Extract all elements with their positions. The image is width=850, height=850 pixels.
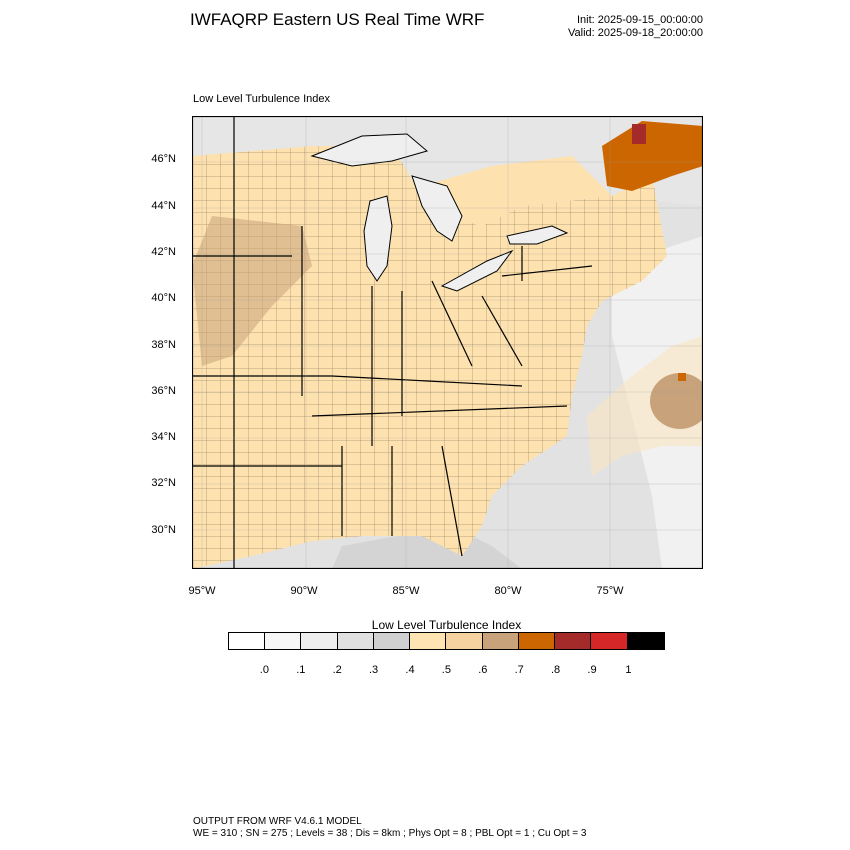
colorbar-swatch (337, 633, 374, 649)
model-version: OUTPUT FROM WRF V4.6.1 MODEL (193, 816, 362, 827)
ocean-high-turbulence (650, 373, 703, 429)
model-config: WE = 310 ; SN = 275 ; Levels = 38 ; Dis … (193, 828, 587, 839)
colorbar-tick-label: .5 (441, 664, 451, 676)
colorbar-swatch (301, 633, 338, 649)
new-england-red (632, 124, 646, 144)
valid-time: Valid: 2025-09-18_20:00:00 (568, 27, 703, 39)
colorbar-swatch (373, 633, 411, 649)
colorbar-tick-label: .9 (587, 664, 597, 676)
gulf-dark-band (332, 526, 522, 569)
lat-label: 36°N (151, 385, 176, 397)
colorbar-swatch (518, 633, 556, 649)
plot-title: IWFAQRP Eastern US Real Time WRF (190, 10, 485, 29)
init-time: Init: 2025-09-15_00:00:00 (577, 14, 703, 26)
state-borders (192, 116, 593, 569)
lon-label: 85°W (392, 585, 420, 597)
plains-high-area (192, 216, 312, 366)
lat-label: 34°N (151, 431, 176, 443)
colorbar-swatch (591, 633, 628, 649)
colorbar-tick-label: .4 (405, 664, 415, 676)
lat-label: 32°N (151, 477, 176, 489)
colorbar-tick-label: .7 (514, 664, 524, 676)
colorbar-tick-label: .1 (296, 664, 306, 676)
lon-label: 80°W (494, 585, 522, 597)
colorbar-swatch (265, 633, 302, 649)
lake-michigan (363, 195, 393, 282)
colorbar-tick-label: .8 (551, 664, 561, 676)
lon-label: 95°W (188, 585, 216, 597)
colorbar-swatch (555, 633, 592, 649)
colorbar-tick-label: .6 (478, 664, 488, 676)
lake-erie (440, 249, 514, 292)
lat-label: 46°N (151, 153, 176, 165)
model-info: OUTPUT FROM WRF V4.6.1 MODEL WE = 310 ; … (193, 816, 586, 840)
lake-superior (310, 133, 429, 167)
colorbar-tick-label: .3 (369, 664, 379, 676)
lat-label: 42°N (151, 246, 176, 258)
map-subtitle: Low Level Turbulence Index (193, 93, 330, 105)
lat-label: 44°N (151, 200, 176, 212)
lat-label: 30°N (151, 524, 176, 536)
ocean-mid-band (587, 336, 703, 476)
colorbar-swatch (446, 633, 483, 649)
weather-map (192, 116, 703, 569)
colorbar-tick-label: .0 (259, 664, 269, 676)
forecast-times: Init: 2025-09-15_00:00:00 Valid: 2025-09… (568, 14, 703, 40)
lon-label: 75°W (596, 585, 624, 597)
colorbar-swatch (482, 633, 519, 649)
new-england-orange (602, 121, 703, 191)
ontario-land (422, 156, 612, 226)
colorbar-swatch (229, 633, 266, 649)
lake-ontario (506, 225, 569, 245)
lake-huron (411, 175, 463, 242)
colorbar (228, 632, 665, 650)
colorbar-swatch (627, 633, 664, 649)
lon-label: 90°W (290, 585, 318, 597)
colorbar-swatch (410, 633, 447, 649)
colorbar-tick-label: 1 (625, 664, 632, 676)
colorbar-tick-label: .2 (332, 664, 342, 676)
colorbar-title: Low Level Turbulence Index (371, 618, 522, 632)
lat-label: 38°N (151, 339, 176, 351)
ocean-orange-spot (678, 373, 686, 381)
lat-label: 40°N (151, 292, 176, 304)
